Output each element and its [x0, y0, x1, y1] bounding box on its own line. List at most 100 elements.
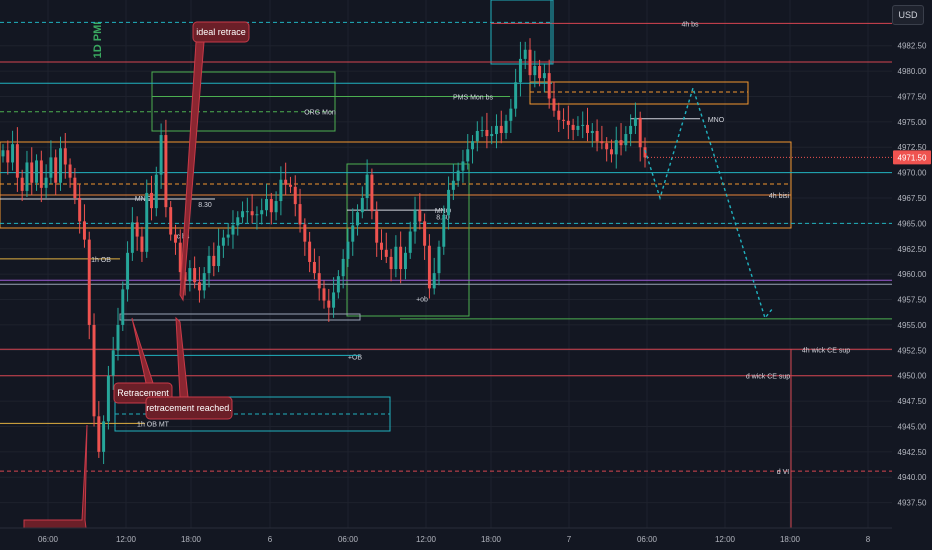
level-label: 4h bs [681, 21, 699, 28]
price-tick-label: 4945.00 [898, 422, 927, 431]
candle-body [638, 117, 642, 148]
candle-body [609, 149, 613, 155]
candle-body [106, 375, 110, 422]
candle-body [274, 201, 278, 213]
zone-box [490, 0, 554, 65]
candle-body [442, 215, 446, 247]
candle-body [197, 282, 201, 291]
candle-body [231, 225, 235, 235]
candle-body [408, 231, 412, 253]
candle-body [255, 214, 259, 216]
candle-body [590, 130, 594, 134]
candle-body [102, 421, 106, 452]
small-label: +OB [348, 354, 363, 361]
time-tick-label: 06:00 [637, 535, 658, 544]
time-tick-label: 06:00 [338, 535, 359, 544]
time-axis[interactable]: 06:00 12:00 18:00 6 06:00 12:00 18:00 7 06:00 12:… [0, 527, 932, 550]
candle-body [356, 212, 360, 226]
price-tick-label: 4970.00 [898, 169, 927, 178]
candle-body [121, 289, 125, 325]
candle-body [250, 211, 254, 216]
level-label: d VI [777, 469, 790, 476]
candle-body [59, 148, 62, 183]
price-tick-label: 4940.00 [898, 473, 927, 482]
candle-body [63, 148, 67, 165]
candle-body [490, 134, 494, 137]
price-tick-label: 4957.50 [898, 296, 927, 305]
candle-body [11, 144, 15, 163]
candle-body [504, 120, 508, 134]
candle-body [82, 221, 86, 240]
candle-body [351, 225, 355, 242]
candle-body [217, 245, 221, 267]
time-tick-label: 6 [268, 535, 273, 544]
candle-body [403, 252, 407, 270]
callout-box [145, 396, 233, 420]
candle-body [538, 66, 542, 79]
candle-body [480, 129, 484, 131]
time-tick-label: 12:00 [416, 535, 437, 544]
candle-body [6, 150, 10, 163]
candle-body [1, 150, 5, 157]
zone-box [346, 163, 470, 317]
candle-body [332, 292, 336, 308]
candle-body [97, 416, 101, 452]
candle-body [576, 125, 580, 130]
candle-body [212, 255, 216, 267]
time-tick-label: 18:00 [481, 535, 502, 544]
projection-path [644, 85, 774, 320]
candle-body [284, 179, 288, 185]
candle-body [542, 73, 546, 79]
candle-body [413, 210, 417, 232]
candle-body [432, 273, 436, 289]
candle-body [164, 135, 168, 208]
callout-box [192, 21, 250, 43]
candle-body [20, 177, 24, 191]
candle-body [111, 350, 115, 376]
candle-body [341, 258, 345, 277]
candle-body [485, 129, 489, 137]
candle-body [140, 236, 144, 252]
candle-body [384, 249, 388, 257]
candle-body [595, 130, 599, 142]
currency-button[interactable]: USD [892, 5, 924, 25]
time-axis-bg [0, 528, 932, 550]
candle-body [293, 186, 297, 205]
candle-body [126, 252, 130, 290]
candle-body [298, 204, 302, 225]
candle-body [423, 221, 427, 246]
candle-body [245, 211, 249, 213]
candle-body [346, 241, 350, 259]
candle-body [461, 161, 465, 171]
candle-body [15, 144, 19, 178]
candle-body [375, 211, 379, 243]
candle-body [562, 119, 566, 121]
annotations-layer: ideal retrace Retracement retracement reac… [23, 21, 250, 529]
price-axis[interactable]: 4982.50 4980.00 4977.50 4975.00 4972.50 4970.… [645, 0, 932, 550]
time-tick-label: 12:00 [715, 535, 736, 544]
candle-body [260, 210, 264, 215]
candle-body [466, 149, 470, 162]
candle-body [87, 239, 91, 325]
price-tick-label: 4975.00 [898, 118, 927, 127]
price-tick-label: 4977.50 [898, 92, 927, 101]
projection-dotted-path [644, 85, 774, 320]
candle-body [308, 241, 312, 262]
time-tick-label: 06:00 [38, 535, 59, 544]
candle-body [370, 174, 374, 212]
candle-body [178, 242, 182, 273]
candle-body [552, 98, 556, 111]
candle-body [317, 273, 321, 289]
price-tick-label: 4972.50 [898, 143, 927, 152]
last-price-tag [893, 150, 931, 165]
time-tick-label: 18:00 [181, 535, 202, 544]
price-tick-label: 4942.50 [898, 448, 927, 457]
candle-body [265, 199, 268, 211]
price-tick-label: 4980.00 [898, 67, 927, 76]
candle-body [533, 66, 537, 76]
candle-body [494, 125, 498, 135]
level-label: d wick CE sup [746, 374, 790, 381]
candle-body [49, 157, 53, 178]
